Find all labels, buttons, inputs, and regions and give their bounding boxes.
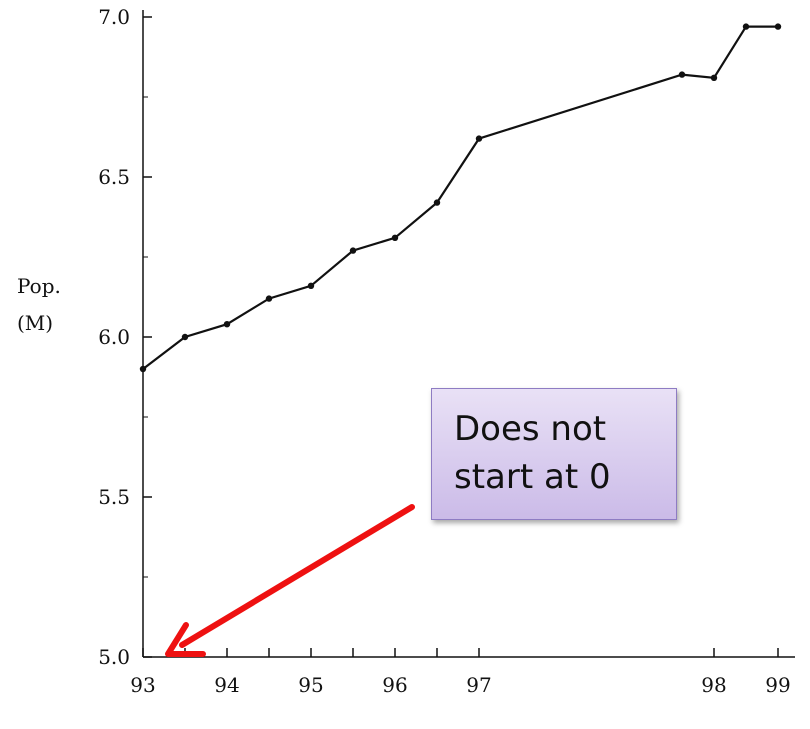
x-tick-label: 94	[214, 673, 239, 697]
data-point	[391, 234, 399, 241]
data-point	[475, 135, 483, 142]
y-tick-label: 6.0	[98, 325, 130, 349]
red-arrow-icon	[165, 504, 415, 657]
x-tick-label: 98	[701, 673, 726, 697]
annotation-text-line-1: Does not	[454, 409, 607, 449]
y-tick-label: 5.5	[98, 485, 130, 509]
x-ticks: 93 94 95 96 97 98 99	[130, 648, 791, 697]
data-point	[433, 199, 441, 206]
annotation-text-line-2: start at 0	[454, 457, 611, 497]
annotation-callout: Does not start at 0	[431, 388, 677, 520]
y-tick-label: 7.0	[98, 5, 130, 29]
data-point	[742, 23, 750, 30]
data-point	[265, 295, 273, 302]
data-point	[223, 321, 231, 328]
axes	[142, 10, 795, 658]
y-ticks: 5.0 5.5 6.0 6.5 7.0	[98, 5, 152, 669]
x-tick-label: 95	[298, 673, 323, 697]
y-tick-label: 6.5	[98, 165, 130, 189]
data-point	[307, 282, 315, 289]
data-point	[181, 333, 189, 341]
data-point	[139, 365, 147, 373]
series-line	[142, 25, 778, 370]
y-tick-label: 5.0	[98, 645, 130, 669]
x-tick-label: 97	[466, 673, 491, 697]
data-point	[678, 71, 686, 78]
data-point	[710, 74, 718, 82]
series-population	[139, 23, 782, 373]
y-axis-label: Pop. (M)	[17, 274, 61, 335]
x-tick-label: 93	[130, 673, 155, 697]
x-tick-label: 96	[382, 673, 407, 697]
y-axis-label-line-1: Pop.	[17, 274, 61, 298]
data-point	[349, 247, 357, 254]
y-axis-label-line-2: (M)	[17, 311, 53, 335]
data-point	[774, 23, 782, 30]
x-tick-label: 99	[765, 673, 790, 697]
